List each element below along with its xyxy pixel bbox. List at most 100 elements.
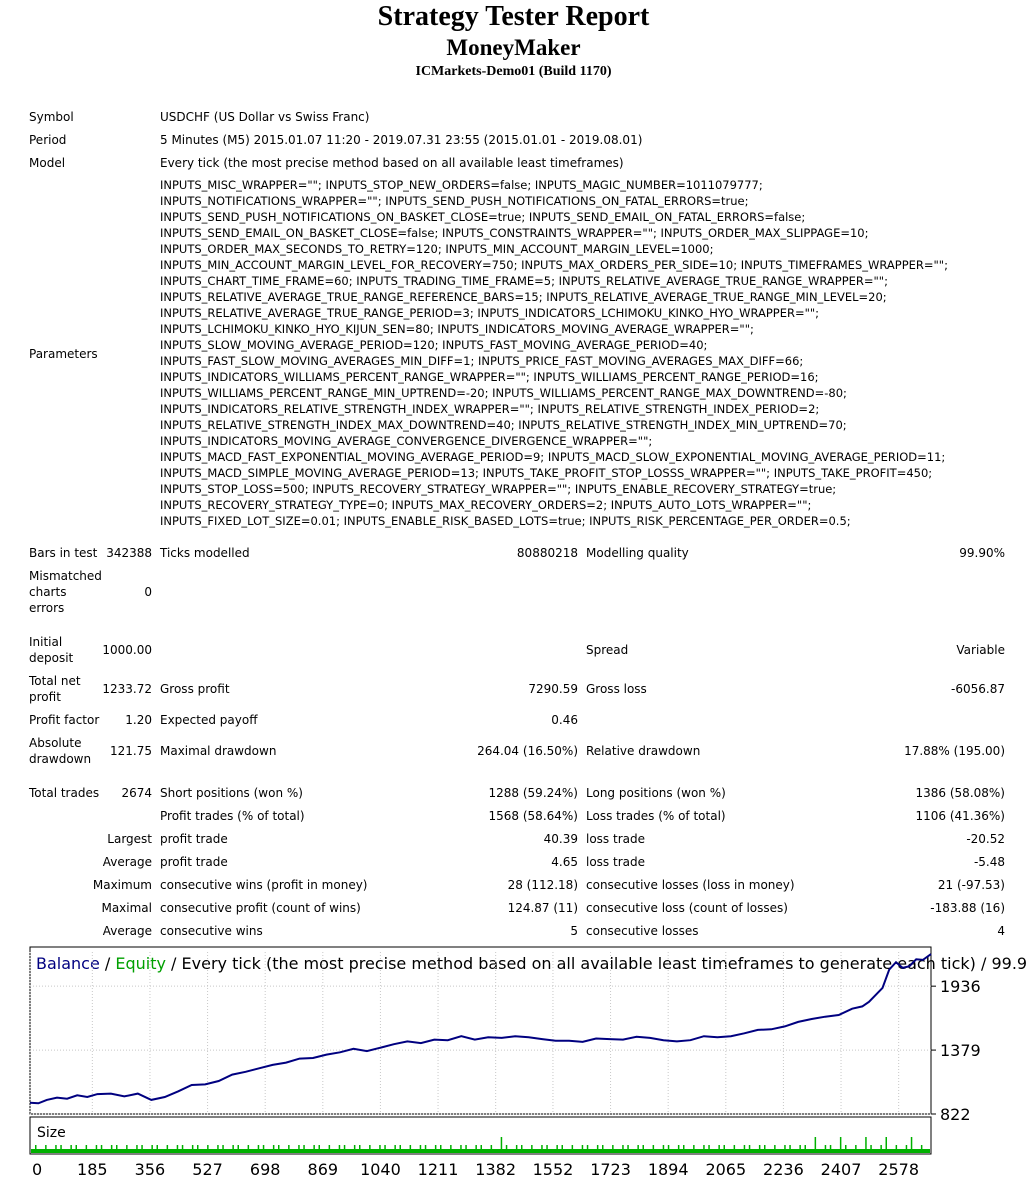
size-bar	[764, 1145, 766, 1149]
average-consecutive-wins-label: consecutive wins	[160, 924, 263, 938]
profit-trades-label: Profit trades (% of total)	[160, 809, 305, 823]
size-bar	[136, 1145, 138, 1149]
symbol-value: USDCHF (US Dollar vs Swiss Franc)	[160, 110, 370, 124]
size-bar	[166, 1145, 169, 1149]
size-bar	[910, 1137, 913, 1149]
period-label: Period	[29, 133, 67, 147]
size-bar	[475, 1145, 477, 1149]
parameter-line: INPUTS_SLOW_MOVING_AVERAGE_PERIOD=120; I…	[160, 338, 708, 352]
size-bar	[814, 1137, 817, 1149]
size-bar	[353, 1145, 356, 1149]
average-consecutive-label: Average	[102, 924, 152, 938]
size-bar	[880, 1145, 882, 1149]
size-bar	[693, 1145, 695, 1149]
balance-chart-svg: Balance / Equity / Every tick (the most …	[29, 946, 1027, 1179]
parameter-line: INPUTS_INDICATORS_MOVING_AVERAGE_CONVERG…	[160, 434, 653, 448]
size-bar	[262, 1145, 265, 1149]
chart-frame	[29, 946, 932, 1115]
size-bar	[217, 1145, 219, 1149]
x-tick-label: 1552	[533, 1160, 574, 1179]
maximal-drawdown-label: Maximal drawdown	[160, 744, 277, 758]
size-bar	[723, 1145, 725, 1149]
size-bar	[399, 1145, 401, 1149]
parameter-line: INPUTS_RELATIVE_STRENGTH_INDEX_MAX_DOWNT…	[160, 418, 847, 432]
largest-label: Largest	[107, 832, 152, 846]
size-bar	[708, 1145, 710, 1149]
x-tick-label: 1040	[360, 1160, 401, 1179]
size-bar	[35, 1145, 37, 1149]
size-bar	[424, 1145, 427, 1149]
size-bar	[662, 1145, 665, 1149]
parameter-line: INPUTS_FIXED_LOT_SIZE=0.01; INPUTS_ENABL…	[160, 514, 851, 528]
gross-profit-value: 7290.59	[528, 682, 578, 696]
size-bar	[718, 1145, 720, 1149]
size-bar	[703, 1145, 705, 1149]
size-bar	[799, 1145, 801, 1149]
size-bar	[612, 1145, 614, 1149]
size-bar	[176, 1145, 179, 1149]
size-bar	[313, 1145, 315, 1149]
size-bar	[440, 1145, 442, 1149]
size-bar	[733, 1145, 736, 1149]
parameters-list: INPUTS_MISC_WRAPPER=""; INPUTS_STOP_NEW_…	[160, 177, 1020, 529]
size-bar	[232, 1145, 234, 1149]
size-bar	[237, 1145, 239, 1149]
size-bar	[409, 1145, 412, 1149]
size-bar	[70, 1145, 72, 1149]
total-trades-label: Total trades	[29, 786, 100, 800]
size-bar	[359, 1145, 361, 1149]
parameter-line: INPUTS_NOTIFICATIONS_WRAPPER=""; INPUTS_…	[160, 194, 749, 208]
max-consecutive-losses-label: consecutive losses (loss in money)	[586, 878, 795, 892]
gross-loss-label: Gross loss	[586, 682, 647, 696]
parameter-line: INPUTS_RELATIVE_AVERAGE_TRUE_RANGE_REFER…	[160, 290, 887, 304]
size-bar	[278, 1145, 280, 1149]
size-bar	[303, 1145, 305, 1149]
x-tick-label: 1723	[590, 1160, 631, 1179]
parameter-line: INPUTS_INDICATORS_WILLIAMS_PERCENT_RANGE…	[160, 370, 819, 384]
largest-loss-trade-value: -20.52	[966, 832, 1005, 846]
size-bar	[222, 1145, 224, 1149]
quality-label: Modelling quality	[586, 546, 689, 560]
size-bar	[586, 1145, 589, 1149]
parameter-line: INPUTS_STOP_LOSS=500; INPUTS_RECOVERY_ST…	[160, 482, 837, 496]
size-bar	[288, 1145, 290, 1149]
short-positions-label: Short positions (won %)	[160, 786, 303, 800]
x-tick-label: 2236	[763, 1160, 804, 1179]
size-bar	[561, 1145, 563, 1149]
profit-factor-label: Profit factor	[29, 713, 100, 727]
size-bar	[100, 1145, 103, 1149]
size-bar	[328, 1145, 331, 1149]
bars-label: Bars in test	[29, 546, 98, 560]
size-bar	[824, 1145, 827, 1149]
size-bar	[45, 1145, 47, 1149]
size-bar	[126, 1145, 128, 1149]
parameter-line: INPUTS_MIN_ACCOUNT_MARGIN_LEVEL_FOR_RECO…	[160, 258, 948, 272]
relative-drawdown-value: 17.88% (195.00)	[904, 744, 1005, 758]
size-bar	[465, 1145, 467, 1149]
average-label: Average	[102, 855, 152, 869]
spread-label: Spread	[586, 643, 629, 657]
symbol-label: Symbol	[29, 110, 74, 124]
y-tick-label: 822	[940, 1105, 971, 1124]
size-bar	[434, 1145, 437, 1149]
long-positions-value: 1386 (58.08%)	[915, 786, 1005, 800]
size-bar	[920, 1145, 923, 1149]
legend-balance: Balance	[36, 954, 100, 973]
size-bar	[829, 1145, 832, 1149]
size-bar	[596, 1145, 599, 1149]
quality-value: 99.90%	[959, 546, 1005, 560]
size-baseline	[31, 1149, 930, 1153]
size-bar	[748, 1145, 751, 1149]
size-bar	[272, 1145, 275, 1149]
expected-payoff-label: Expected payoff	[160, 713, 258, 727]
size-bar	[804, 1145, 806, 1149]
size-bar	[642, 1145, 644, 1149]
parameter-line: INPUTS_WILLIAMS_PERCENT_RANGE_MIN_UPTREN…	[160, 386, 847, 400]
size-bar	[667, 1145, 670, 1149]
absolute-drawdown-label: drawdown	[29, 752, 92, 766]
average-loss-trade-label: loss trade	[586, 855, 645, 869]
size-bar	[151, 1145, 153, 1149]
size-bar	[419, 1145, 422, 1149]
size-bar	[895, 1145, 898, 1149]
size-bar	[541, 1145, 543, 1149]
